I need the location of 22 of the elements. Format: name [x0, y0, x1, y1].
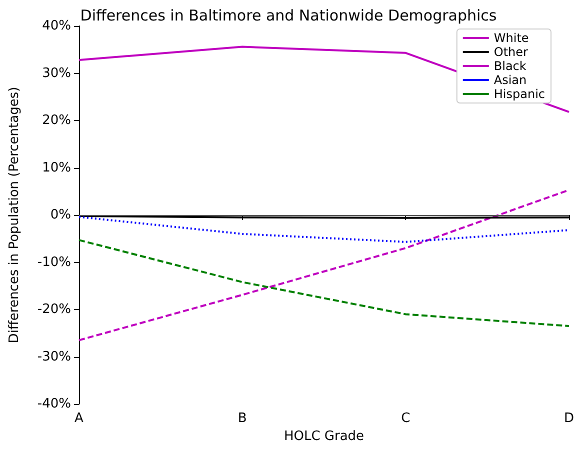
x-tick-label: C [401, 411, 410, 426]
legend-label: Asian [494, 73, 527, 87]
y-tick-label: -10% [37, 254, 71, 270]
x-tick-label: D [564, 411, 574, 426]
y-tick-label: -30% [37, 349, 71, 364]
y-tick-label: -40% [37, 396, 71, 412]
y-axis-title: Differences in Population (Percentages) [7, 86, 22, 344]
y-tick-label: 10% [42, 160, 71, 176]
y-tick-label: 40% [42, 18, 71, 34]
x-tick-label: B [238, 411, 247, 426]
x-tick-label: A [74, 411, 84, 426]
y-tick-label: -20% [37, 302, 71, 317]
legend-label: White [494, 31, 529, 45]
y-tick-label: 30% [42, 66, 71, 81]
legend-label: Black [494, 59, 526, 73]
legend-label: Hispanic [494, 87, 546, 101]
x-axis-title: HOLC Grade [284, 429, 364, 444]
y-tick-label: 20% [42, 113, 71, 128]
chart-title: Differences in Baltimore and Nationwide Demographics [80, 6, 497, 24]
legend-label: Other [494, 45, 528, 59]
y-tick-label: 0% [50, 208, 71, 222]
line-series [78, 239, 570, 328]
